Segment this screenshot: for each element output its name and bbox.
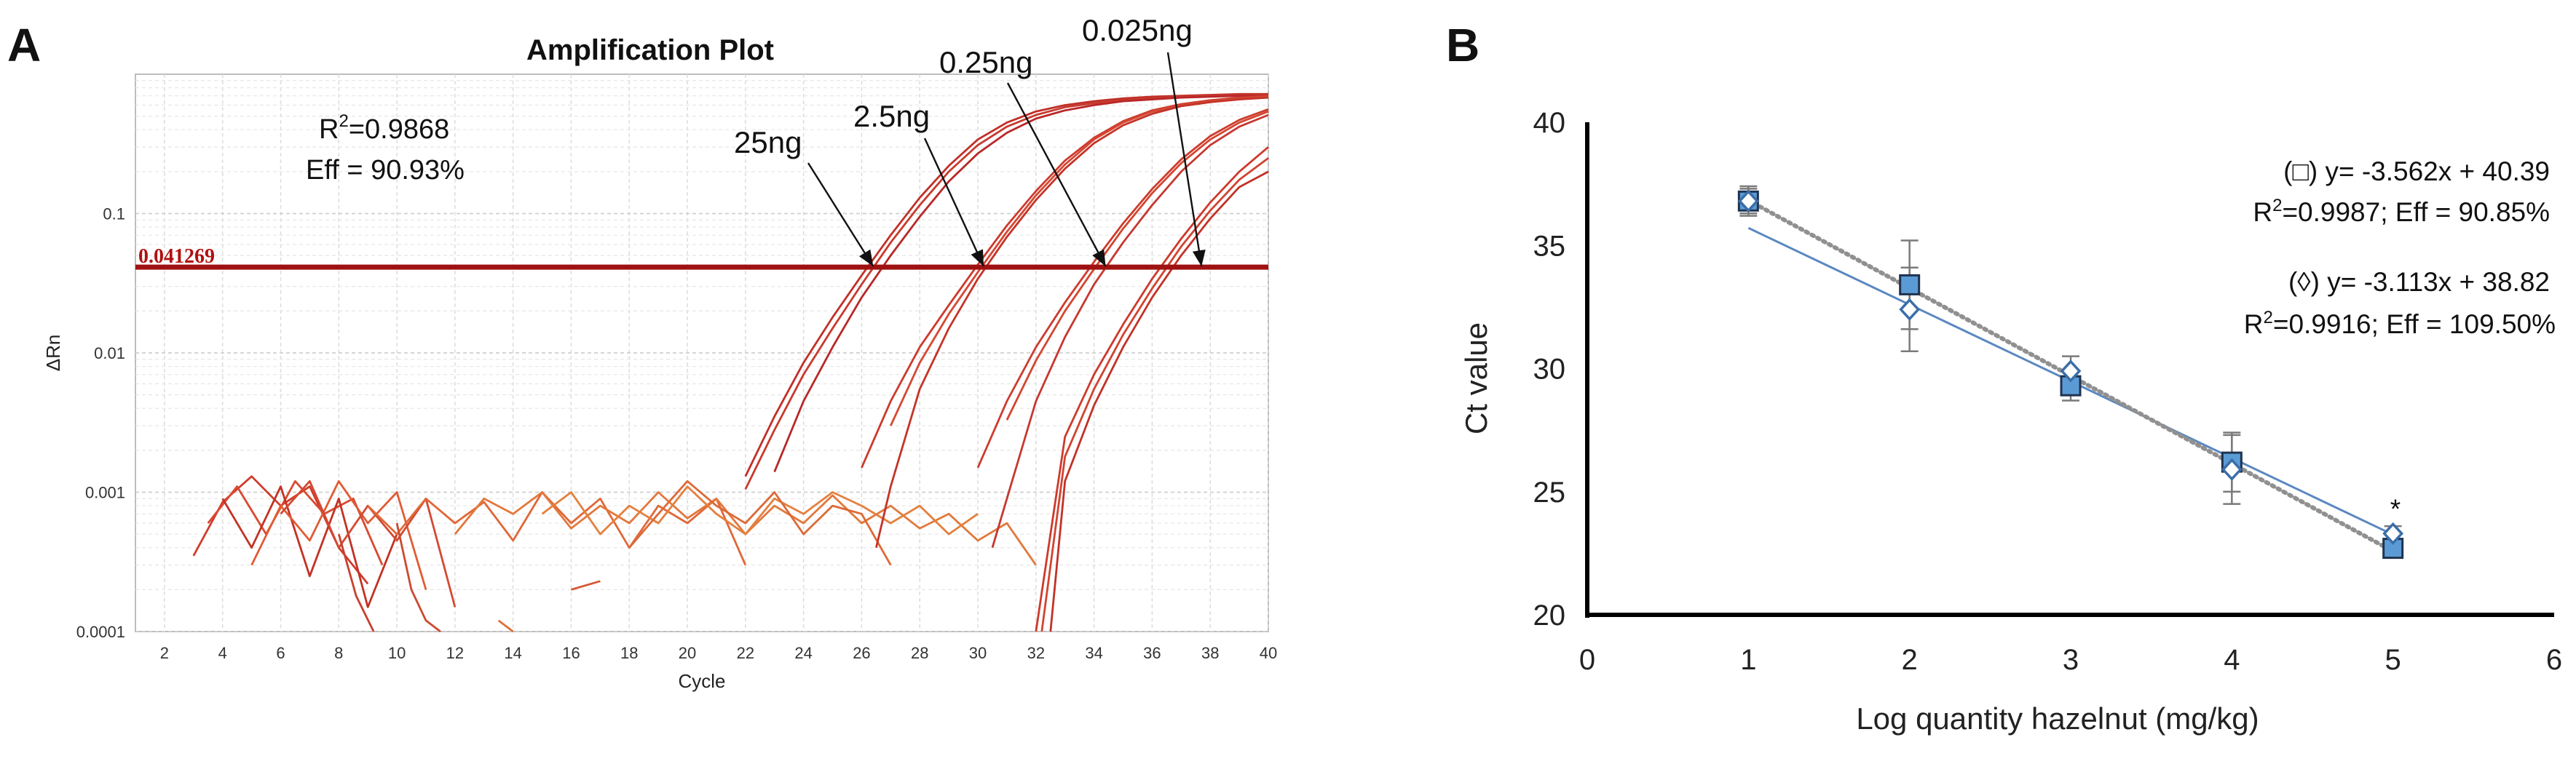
- panel-b: B 20 25 30 35 40 0 1 2 3 4 5 6 Log quant…: [1446, 19, 2562, 736]
- x-tick-label: 36: [1143, 644, 1161, 662]
- y-tick-label: 30: [1533, 354, 1566, 386]
- x-tick-label: 38: [1201, 644, 1219, 662]
- y-tick-label: 0.1: [103, 205, 125, 223]
- panel-b-y-axis-label: Ct value: [1459, 322, 1493, 434]
- square-marker: [1900, 275, 1919, 294]
- x-tick-label: 26: [853, 644, 870, 662]
- x-tick-label: 5: [2385, 644, 2401, 676]
- x-tick-label: 2: [160, 644, 169, 662]
- y-tick-label: 25: [1533, 477, 1566, 509]
- x-tick-label: 8: [334, 644, 343, 662]
- x-tick-label: 12: [446, 644, 464, 662]
- x-tick-label: 22: [737, 644, 754, 662]
- panel-b-equations: (□) y= -3.562x + 40.39 R2=0.9987; Eff = …: [2244, 156, 2556, 339]
- efficiency-text: Eff = 90.93%: [306, 155, 465, 186]
- r2-prefix: R: [319, 114, 339, 145]
- r2-diamonds: R2=0.9916; Eff = 109.50%: [2244, 308, 2556, 339]
- x-tick-label: 4: [218, 644, 227, 662]
- r2-superscript: 2: [2272, 196, 2282, 215]
- r2-superscript: 2: [339, 111, 348, 131]
- r2-prefix: R: [2253, 197, 2272, 227]
- panel-a: A Amplification Plot 0.041269 0.1 0.01 0…: [7, 13, 1277, 692]
- figure: A Amplification Plot 0.041269 0.1 0.01 0…: [0, 0, 2576, 764]
- x-tick-label: 4: [2224, 644, 2240, 676]
- panel-b-y-ticks: 20 25 30 35 40: [1533, 107, 1566, 632]
- x-tick-label: 2: [1902, 644, 1918, 676]
- x-tick-label: 30: [969, 644, 987, 662]
- y-tick-label: 0.0001: [76, 623, 125, 641]
- r2-superscript: 2: [2264, 308, 2273, 327]
- x-tick-label: 14: [504, 644, 521, 662]
- r2-squares: R2=0.9987; Eff = 90.85%: [2253, 196, 2550, 227]
- r2-value: =0.9868: [349, 114, 449, 145]
- equation-squares: (□) y= -3.562x + 40.39: [2283, 156, 2550, 186]
- annotation-label: 0.025ng: [1082, 13, 1193, 47]
- panel-b-x-ticks: 0 1 2 3 4 5 6: [1579, 644, 2562, 676]
- panel-b-x-axis-label: Log quantity hazelnut (mg/kg): [1856, 701, 2259, 736]
- x-tick-label: 40: [1260, 644, 1277, 662]
- panel-b-letter: B: [1446, 19, 1479, 71]
- x-tick-label: 6: [276, 644, 285, 662]
- x-tick-label: 20: [679, 644, 696, 662]
- x-tick-label: 34: [1085, 644, 1102, 662]
- x-tick-label: 32: [1027, 644, 1045, 662]
- panel-a-x-axis-label: Cycle: [678, 670, 725, 692]
- panel-a-y-ticks: 0.1 0.01 0.001 0.0001: [76, 205, 125, 642]
- r2-rest: =0.9987; Eff = 90.85%: [2282, 197, 2550, 227]
- x-tick-label: 10: [388, 644, 406, 662]
- panel-a-y-axis-label: ΔRn: [42, 335, 64, 372]
- annotation-label: 25ng: [734, 125, 802, 159]
- r2-prefix: R: [2244, 309, 2264, 339]
- x-tick-label: 0: [1579, 644, 1595, 676]
- equation-diamonds: (◊) y= -3.113x + 38.82: [2288, 267, 2550, 297]
- x-tick-label: 18: [620, 644, 638, 662]
- x-tick-label: 3: [2063, 644, 2079, 676]
- x-tick-label: 24: [794, 644, 812, 662]
- panel-a-title: Amplification Plot: [526, 34, 774, 66]
- annotation-label: 2.5ng: [853, 99, 930, 133]
- y-tick-label: 0.01: [94, 344, 125, 362]
- y-tick-label: 20: [1533, 600, 1566, 632]
- x-tick-label: 6: [2546, 644, 2562, 676]
- r2-text: R2=0.9868: [319, 111, 449, 145]
- y-tick-label: 0.001: [85, 484, 125, 502]
- x-tick-label: 16: [562, 644, 580, 662]
- panel-a-letter: A: [7, 19, 41, 71]
- significance-asterisk: *: [2390, 494, 2401, 524]
- x-tick-label: 28: [911, 644, 928, 662]
- threshold-label: 0.041269: [138, 245, 215, 268]
- annotation-label: 0.25ng: [939, 45, 1032, 79]
- panel-a-x-ticks: 2 4 6 8 10 12 14 16 18 20 22 24 26 28 30…: [160, 644, 1277, 662]
- y-tick-label: 40: [1533, 107, 1566, 139]
- r2-rest: =0.9916; Eff = 109.50%: [2273, 309, 2556, 339]
- x-tick-label: 1: [1740, 644, 1756, 676]
- y-tick-label: 35: [1533, 230, 1566, 262]
